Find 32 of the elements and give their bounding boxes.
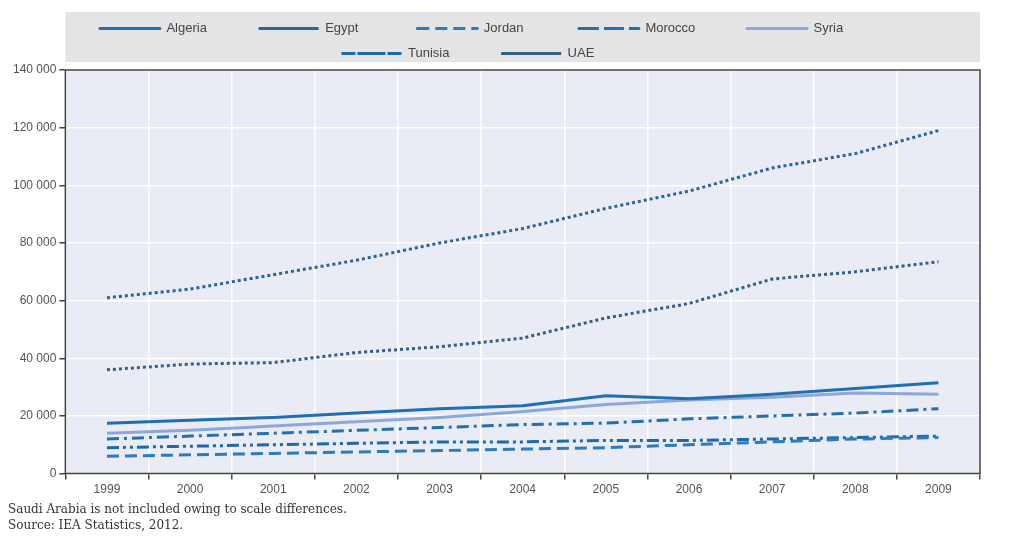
line-series [105,260,940,372]
x-tick-label: 2004 [509,482,537,497]
legend-label: Tunisia [407,45,490,61]
line-series [105,129,940,300]
x-tick-label: 1999 [93,482,121,497]
legend-label: UAE [567,45,649,61]
y-tick-label: 60 000 [19,292,57,307]
x-tick-label: 2005 [592,482,620,497]
text: Saudi Arabia is not included owing to scale differences. [8,502,348,516]
x-tick-label: 2007 [758,482,786,497]
y-tick-label: 80 000 [19,235,57,250]
line-series [105,407,940,441]
x-tick-label: 2002 [343,482,371,497]
x-tick-label: 2006 [675,482,703,497]
y-tick-label: 140 000 [12,62,57,77]
y-tick-label: 120 000 [12,119,57,134]
y-tick-label: 0 [49,465,57,480]
legend-label: Syria [813,20,891,36]
legend-label: Algeria [166,20,247,36]
x-tick-label: 2009 [925,482,953,497]
y-tick-label: 100 000 [12,177,57,192]
x-tick-label: 2008 [841,482,869,497]
legend-label: Egypt [325,20,406,36]
x-tick-label: 2000 [176,482,204,497]
x-tick-label: 2001 [259,482,287,497]
x-tick-label: 2003 [426,482,454,497]
y-tick-label: 20 000 [19,408,57,423]
y-tick-label: 40 000 [19,350,57,365]
source-note: Source: IEA Statistics, 2012. [8,518,185,532]
legend-label: Morocco [645,20,735,36]
legend-label: Jordan [483,20,567,36]
line-series [105,436,940,458]
